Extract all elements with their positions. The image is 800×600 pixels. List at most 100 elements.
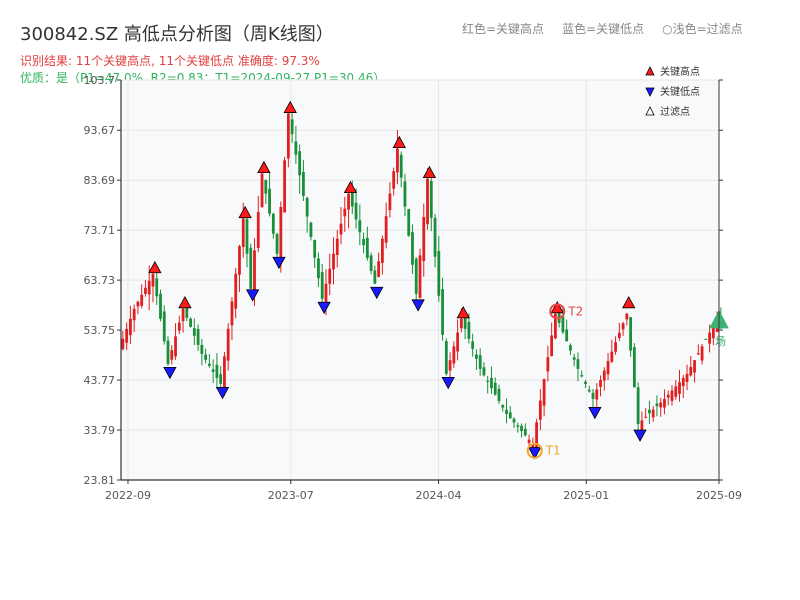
candle-body [629,317,633,351]
candle-body [689,367,693,376]
candle-body [655,403,659,407]
candle-body [219,374,223,384]
candle-body [241,218,245,247]
candle-body [674,386,678,397]
key-high-marker [550,300,564,314]
candle-body [332,253,335,270]
candle-body [711,325,715,339]
candle-body [384,216,388,243]
key-low-marker [588,407,602,420]
candle-body [576,359,580,369]
candle-body [520,425,523,432]
y-tick-label: 33.79 [84,424,116,437]
candle-body [561,316,565,333]
candle-body [584,381,587,384]
candle-body [200,344,204,354]
t1-circle [526,442,543,459]
key-high-marker [238,205,252,219]
candle-body [298,151,302,176]
key-low-marker [441,377,455,390]
candle-body [162,311,166,342]
key-low-marker [215,387,230,400]
key-high-marker [283,100,297,113]
candle-body [648,409,651,414]
candle-body [696,353,700,355]
key-high-marker [456,305,470,319]
y-tick-label: 93.67 [84,124,116,137]
key-high-marker [178,295,192,309]
candle-body [565,329,569,342]
candle-body [207,363,211,366]
legend-high-label: 关键高点 [660,65,700,78]
candle-body [140,294,144,306]
candle-body [264,179,268,194]
candle-body [166,340,170,364]
candle-body [320,272,324,299]
candle-body [681,378,685,387]
candle-body [444,341,448,374]
candle-body [685,373,689,382]
candle-body [508,412,512,419]
candle-body [396,148,399,173]
candle-body [602,370,606,381]
candle-body [253,250,256,294]
key-low-marker [411,299,425,312]
result-summary: 识别结果: 11个关键高点, 11个关键低点 准确度: 97.3% [20,54,320,68]
candle-body [542,378,546,406]
candle-body [204,354,208,360]
candle-body [350,192,354,207]
candle-body [290,119,294,135]
y-tick-label: 53.75 [84,324,116,337]
candle-body [347,193,350,210]
candle-body [369,255,373,271]
legend-filtered-label: 过滤点 [660,105,690,118]
x-tick-label: 2025-01 [563,489,609,502]
candle-body [501,404,505,408]
candle-body [490,377,493,389]
candle-body [463,317,467,329]
candle-body [279,207,283,258]
candle-body [275,233,279,254]
candle-body [377,261,381,277]
t1-label: T1 [545,444,561,458]
candle-body [283,160,287,213]
x-tick-label: 2023-07 [268,489,314,502]
candle-body [621,323,625,330]
candle-body [226,328,230,361]
candle-body [256,212,260,248]
candle-body [670,390,674,401]
candle-body [497,388,501,402]
candle-body [313,239,317,258]
end-marker-label: 场 [715,334,726,348]
candle-body [550,335,554,357]
candle-body [632,347,636,388]
candle-body [527,439,531,443]
key-low-marker [370,286,384,300]
legend-high-icon [645,66,655,76]
legend-low-label: 关键低点 [660,85,700,98]
y-tick-label: 23.81 [84,474,116,487]
candle-body [512,418,516,423]
key-high-marker [257,160,271,174]
candle-body [362,239,365,246]
y-tick-label: 103.7 [84,74,116,87]
candle-body [580,375,584,377]
key-low-marker [272,256,286,270]
legend: 关键高点 关键低点 过滤点 [645,65,700,118]
candle-body [471,341,475,349]
y-tick-label: 63.73 [84,274,116,287]
candle-body [538,400,542,420]
candle-body [245,219,249,254]
key-high-marker [622,295,636,309]
t2-label: T2 [567,304,583,318]
candle-body [365,237,369,259]
candle-body [546,357,550,372]
candle-body [317,258,320,279]
candle-body [155,278,159,297]
candle-body [467,321,471,339]
candle-body [174,336,177,357]
candle-body [177,322,181,331]
candle-body [151,273,155,287]
candle-body [693,360,696,373]
candle-body [651,409,655,418]
